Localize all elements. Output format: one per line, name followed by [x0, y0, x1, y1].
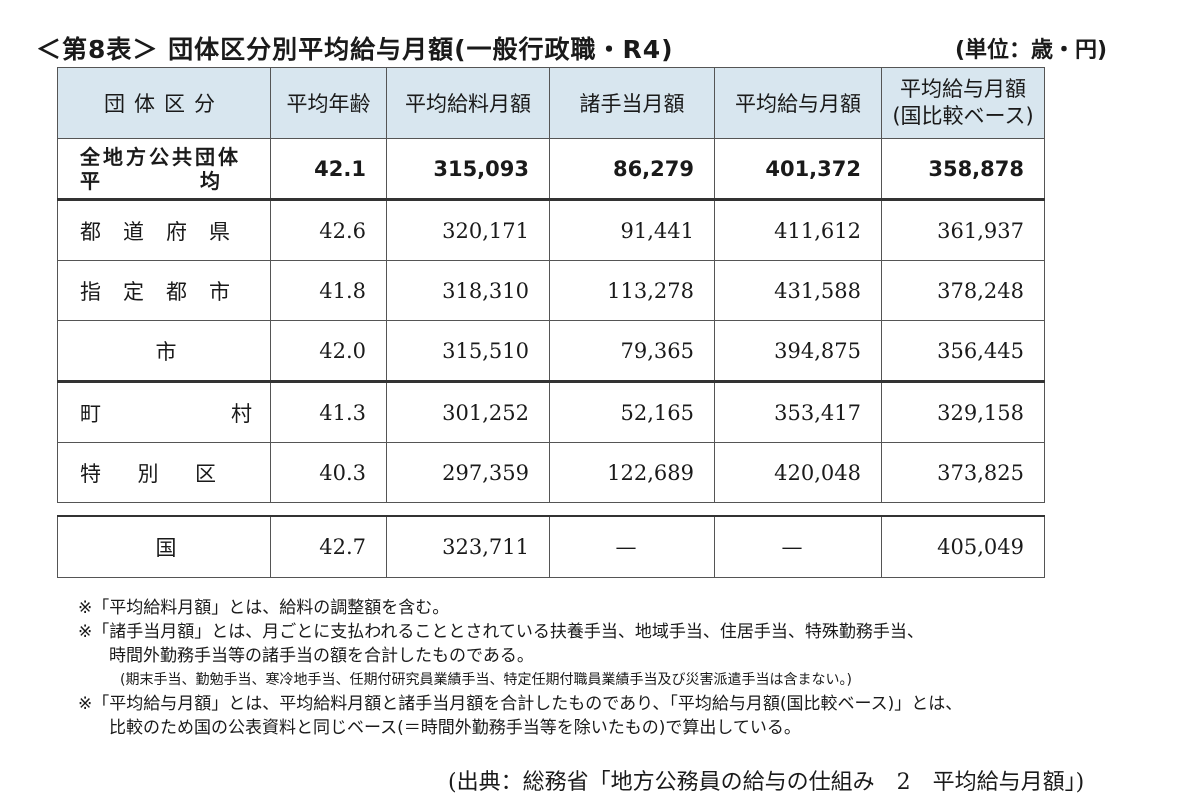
- source-citation: (出典：総務省「地方公務員の給与の仕組み 2 平均給与月額」): [448, 770, 1085, 795]
- table-row: 特別区 40.3 297,359 122,689 420,048 373,825: [57, 442, 1045, 503]
- footnote: ※「平均給料月額」とは、給料の調整額を含む。: [78, 598, 450, 618]
- row-label: 町 村: [57, 380, 271, 443]
- table-gap: [57, 502, 1045, 517]
- table-header-row: 団体区分 平均年齢 平均給料月額 諸手当月額 平均給与月額 平均給与月額 (国比…: [57, 67, 1045, 139]
- cell-allowance: 91,441: [549, 198, 715, 261]
- cell-allowance: 86,279: [549, 138, 715, 200]
- cell-kuni-base: 405,049: [881, 515, 1045, 578]
- cell-salary: 301,252: [386, 380, 550, 443]
- cell-kuni-base: 373,825: [881, 442, 1045, 503]
- header-salary: 平均給料月額: [386, 67, 550, 139]
- row-label: 全地方公共団体 平 均: [57, 138, 271, 200]
- header-kuni-base-line2: (国比較ベース): [892, 104, 1034, 128]
- cell-total: 420,048: [714, 442, 882, 503]
- cell-salary: 320,171: [386, 198, 550, 261]
- cell-total: 411,612: [714, 198, 882, 261]
- cell-kuni-base: 358,878: [881, 138, 1045, 200]
- cell-allowance: 113,278: [549, 260, 715, 321]
- row-label: 指定都市: [57, 260, 271, 321]
- cell-total: 401,372: [714, 138, 882, 200]
- row-label: 市: [57, 320, 271, 382]
- footnote: ※「諸手当月額」とは、月ごとに支払われることとされている扶養手当、地域手当、住居…: [78, 622, 924, 642]
- cell-salary: 318,310: [386, 260, 550, 321]
- gap-cell: [57, 502, 1045, 517]
- footnote: 比較のため国の公表資料と同じベース(＝時間外勤務手当等を除いたもの)で算出してい…: [109, 718, 801, 738]
- cell-salary: 323,711: [386, 515, 550, 578]
- cell-age: 42.1: [270, 138, 387, 200]
- row-label-line1: 全地方公共団体: [80, 144, 241, 169]
- footnote: (期末手当、勤勉手当、寒冷地手当、任期付研究員業績手当、特定任期付職員業績手当及…: [120, 672, 852, 688]
- cell-total: —: [714, 515, 882, 578]
- footnote: 時間外勤務手当等の諸手当の額を合計したものである。: [109, 646, 534, 666]
- cell-age: 42.6: [270, 198, 387, 261]
- salary-table: 団体区分 平均年齢 平均給料月額 諸手当月額 平均給与月額 平均給与月額 (国比…: [57, 67, 1045, 578]
- cell-total: 353,417: [714, 380, 882, 443]
- cell-age: 42.7: [270, 515, 387, 578]
- cell-salary: 315,093: [386, 138, 550, 200]
- cell-kuni-base: 356,445: [881, 320, 1045, 382]
- header-kuni-base: 平均給与月額 (国比較ベース): [881, 67, 1045, 139]
- cell-age: 40.3: [270, 442, 387, 503]
- header-age: 平均年齢: [270, 67, 387, 139]
- cell-allowance: —: [549, 515, 715, 578]
- row-label: 都道府県: [57, 198, 271, 261]
- cell-age: 42.0: [270, 320, 387, 382]
- header-group: 団体区分: [57, 67, 271, 139]
- header-kuni-base-line1: 平均給与月額: [900, 77, 1026, 101]
- header-total: 平均給与月額: [714, 67, 882, 139]
- header-allowance: 諸手当月額: [549, 67, 715, 139]
- row-label: 国: [57, 515, 271, 578]
- cell-allowance: 122,689: [549, 442, 715, 503]
- table-row: 町 村 41.3 301,252 52,165 353,417 329,158: [57, 380, 1045, 443]
- cell-kuni-base: 329,158: [881, 380, 1045, 443]
- cell-total: 431,588: [714, 260, 882, 321]
- cell-allowance: 52,165: [549, 380, 715, 443]
- row-label-line2: 平 均: [80, 168, 220, 193]
- cell-allowance: 79,365: [549, 320, 715, 382]
- cell-kuni-base: 378,248: [881, 260, 1045, 321]
- footnote: ※「平均給与月額」とは、平均給料月額と諸手当月額を合計したものであり、「平均給与…: [78, 694, 963, 714]
- cell-total: 394,875: [714, 320, 882, 382]
- table-row: 指定都市 41.8 318,310 113,278 431,588 378,24…: [57, 260, 1045, 321]
- table-row: 市 42.0 315,510 79,365 394,875 356,445: [57, 320, 1045, 382]
- table-row: 全地方公共団体 平 均 42.1 315,093 86,279 401,372 …: [57, 138, 1045, 200]
- unit-label: (単位：歳・円): [955, 38, 1108, 63]
- cell-salary: 297,359: [386, 442, 550, 503]
- footnotes: ※「平均給料月額」とは、給料の調整額を含む。 ※「諸手当月額」とは、月ごとに支払…: [78, 596, 962, 740]
- cell-salary: 315,510: [386, 320, 550, 382]
- cell-age: 41.3: [270, 380, 387, 443]
- cell-kuni-base: 361,937: [881, 198, 1045, 261]
- cell-age: 41.8: [270, 260, 387, 321]
- table-title: ＜第8表＞ 団体区分別平均給与月額(一般行政職・R4): [36, 35, 674, 64]
- row-label: 特別区: [57, 442, 271, 503]
- table-row: 都道府県 42.6 320,171 91,441 411,612 361,937: [57, 198, 1045, 261]
- table-row: 国 42.7 323,711 — — 405,049: [57, 515, 1045, 578]
